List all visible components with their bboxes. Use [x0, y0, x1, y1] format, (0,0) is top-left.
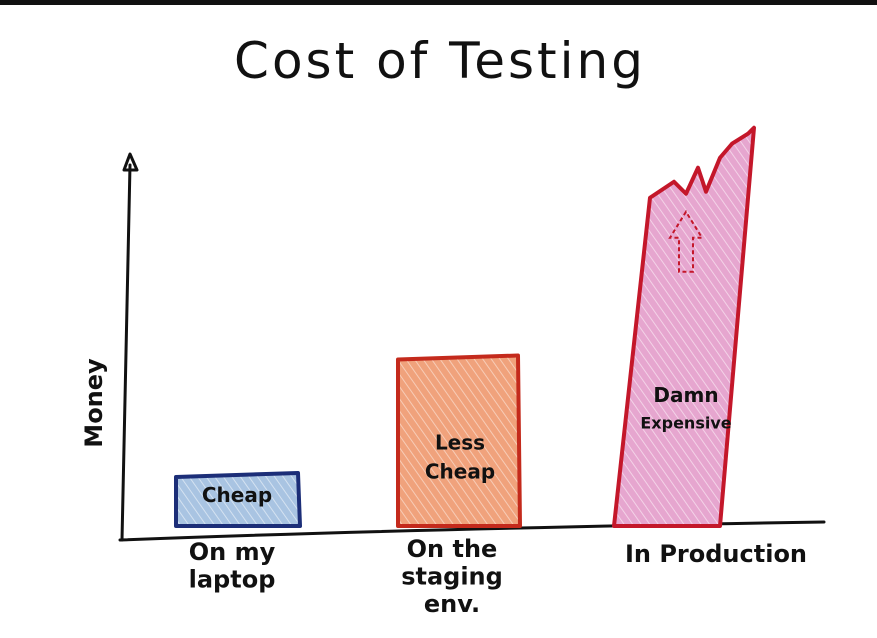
y-axis: [120, 163, 132, 542]
y-axis-label: Money: [80, 358, 108, 448]
category-label-3: In Production: [625, 540, 807, 568]
bar-3-label: Damn Expensive: [640, 383, 731, 432]
bar-1-label: Cheap: [202, 483, 272, 507]
bar-2-label: Less Cheap: [425, 431, 495, 484]
dashed-up-arrow-icon: [668, 209, 704, 273]
bar-2: [396, 353, 522, 528]
scan-border: [0, 0, 877, 5]
bar-labels: Cheap Less Cheap Damn Expensive: [202, 209, 732, 507]
chart-title: Cost of Testing: [234, 32, 646, 90]
category-label-2: On the staging env.: [401, 535, 503, 618]
category-labels: On my laptop On the staging env. In Productio…: [189, 535, 807, 618]
category-label-1: On my laptop: [189, 538, 276, 594]
y-axis-arrowhead-icon: [122, 152, 139, 172]
bars: [174, 125, 756, 528]
bar-1: [174, 470, 302, 528]
bar-3: [612, 125, 756, 528]
